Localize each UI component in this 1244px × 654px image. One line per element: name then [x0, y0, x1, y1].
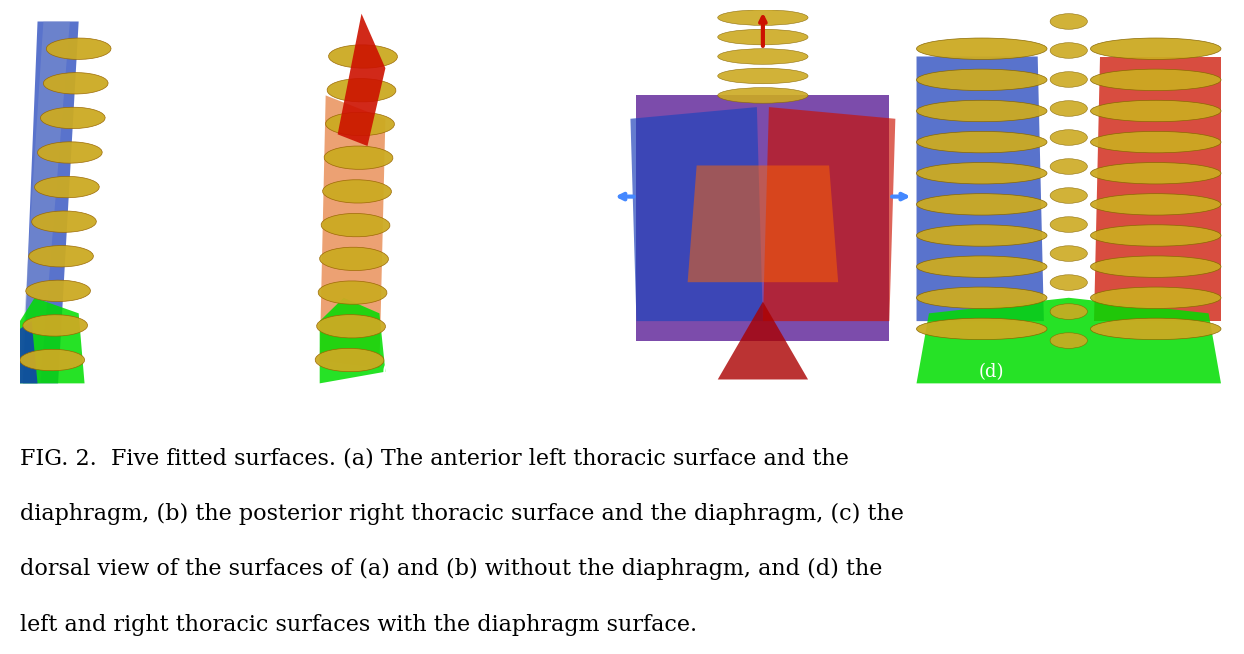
Ellipse shape	[1050, 14, 1087, 29]
Ellipse shape	[328, 45, 397, 68]
Ellipse shape	[1091, 163, 1222, 184]
Ellipse shape	[1091, 131, 1222, 153]
Ellipse shape	[718, 29, 809, 45]
Ellipse shape	[917, 256, 1047, 277]
Ellipse shape	[718, 88, 809, 103]
Polygon shape	[917, 56, 1044, 321]
Ellipse shape	[327, 78, 396, 102]
Ellipse shape	[1091, 100, 1222, 122]
Ellipse shape	[40, 107, 106, 129]
Ellipse shape	[325, 146, 393, 169]
Text: FIG. 2.  Five fitted surfaces. (a) The anterior left thoracic surface and the: FIG. 2. Five fitted surfaces. (a) The an…	[20, 447, 848, 470]
Ellipse shape	[1050, 333, 1087, 349]
Ellipse shape	[1050, 246, 1087, 262]
Ellipse shape	[1091, 225, 1222, 246]
Polygon shape	[1093, 56, 1222, 321]
Ellipse shape	[1091, 256, 1222, 277]
Ellipse shape	[917, 100, 1047, 122]
Polygon shape	[337, 14, 386, 146]
Ellipse shape	[315, 349, 384, 371]
Polygon shape	[763, 107, 896, 321]
Ellipse shape	[1091, 318, 1222, 339]
Ellipse shape	[917, 318, 1047, 339]
Ellipse shape	[318, 281, 387, 304]
Ellipse shape	[35, 177, 100, 198]
Polygon shape	[637, 95, 889, 341]
Ellipse shape	[718, 49, 809, 64]
Polygon shape	[20, 22, 70, 383]
Ellipse shape	[917, 69, 1047, 90]
Ellipse shape	[1050, 72, 1087, 87]
Ellipse shape	[29, 245, 93, 267]
Ellipse shape	[1050, 43, 1087, 58]
Ellipse shape	[917, 163, 1047, 184]
Polygon shape	[718, 301, 809, 379]
Ellipse shape	[321, 213, 389, 237]
Ellipse shape	[22, 315, 87, 336]
Ellipse shape	[44, 73, 108, 94]
Ellipse shape	[20, 349, 85, 371]
Ellipse shape	[320, 247, 388, 271]
Ellipse shape	[1091, 38, 1222, 60]
Ellipse shape	[317, 315, 386, 338]
Text: left and right thoracic surfaces with the diaphragm surface.: left and right thoracic surfaces with th…	[20, 613, 697, 636]
Ellipse shape	[37, 142, 102, 164]
Ellipse shape	[917, 225, 1047, 246]
Text: (d): (d)	[979, 364, 1004, 381]
Polygon shape	[917, 298, 1222, 383]
Ellipse shape	[1050, 275, 1087, 290]
Ellipse shape	[326, 112, 394, 135]
Ellipse shape	[917, 131, 1047, 153]
Polygon shape	[631, 107, 763, 321]
Ellipse shape	[1050, 101, 1087, 116]
Ellipse shape	[718, 68, 809, 84]
Text: (b): (b)	[382, 364, 407, 381]
Polygon shape	[320, 298, 386, 383]
Ellipse shape	[322, 180, 392, 203]
Ellipse shape	[1050, 159, 1087, 175]
Ellipse shape	[26, 280, 91, 301]
Ellipse shape	[46, 38, 111, 60]
Polygon shape	[320, 95, 386, 368]
Text: diaphragm, (b) the posterior right thoracic surface and the diaphragm, (c) the: diaphragm, (b) the posterior right thora…	[20, 503, 904, 525]
Text: dorsal view of the surfaces of (a) and (b) without the diaphragm, and (d) the: dorsal view of the surfaces of (a) and (…	[20, 559, 882, 580]
Polygon shape	[20, 298, 85, 383]
Text: (c): (c)	[677, 364, 700, 381]
Ellipse shape	[1050, 303, 1087, 319]
Ellipse shape	[1091, 69, 1222, 90]
Polygon shape	[20, 321, 37, 383]
Text: (a): (a)	[83, 364, 108, 381]
Ellipse shape	[1050, 216, 1087, 232]
Ellipse shape	[917, 38, 1047, 60]
Ellipse shape	[1091, 287, 1222, 309]
Ellipse shape	[1050, 129, 1087, 145]
Polygon shape	[688, 165, 838, 283]
Ellipse shape	[917, 194, 1047, 215]
Ellipse shape	[1050, 188, 1087, 203]
Ellipse shape	[31, 211, 96, 232]
Ellipse shape	[1091, 194, 1222, 215]
Ellipse shape	[917, 287, 1047, 309]
Ellipse shape	[718, 10, 809, 26]
Polygon shape	[22, 22, 78, 383]
